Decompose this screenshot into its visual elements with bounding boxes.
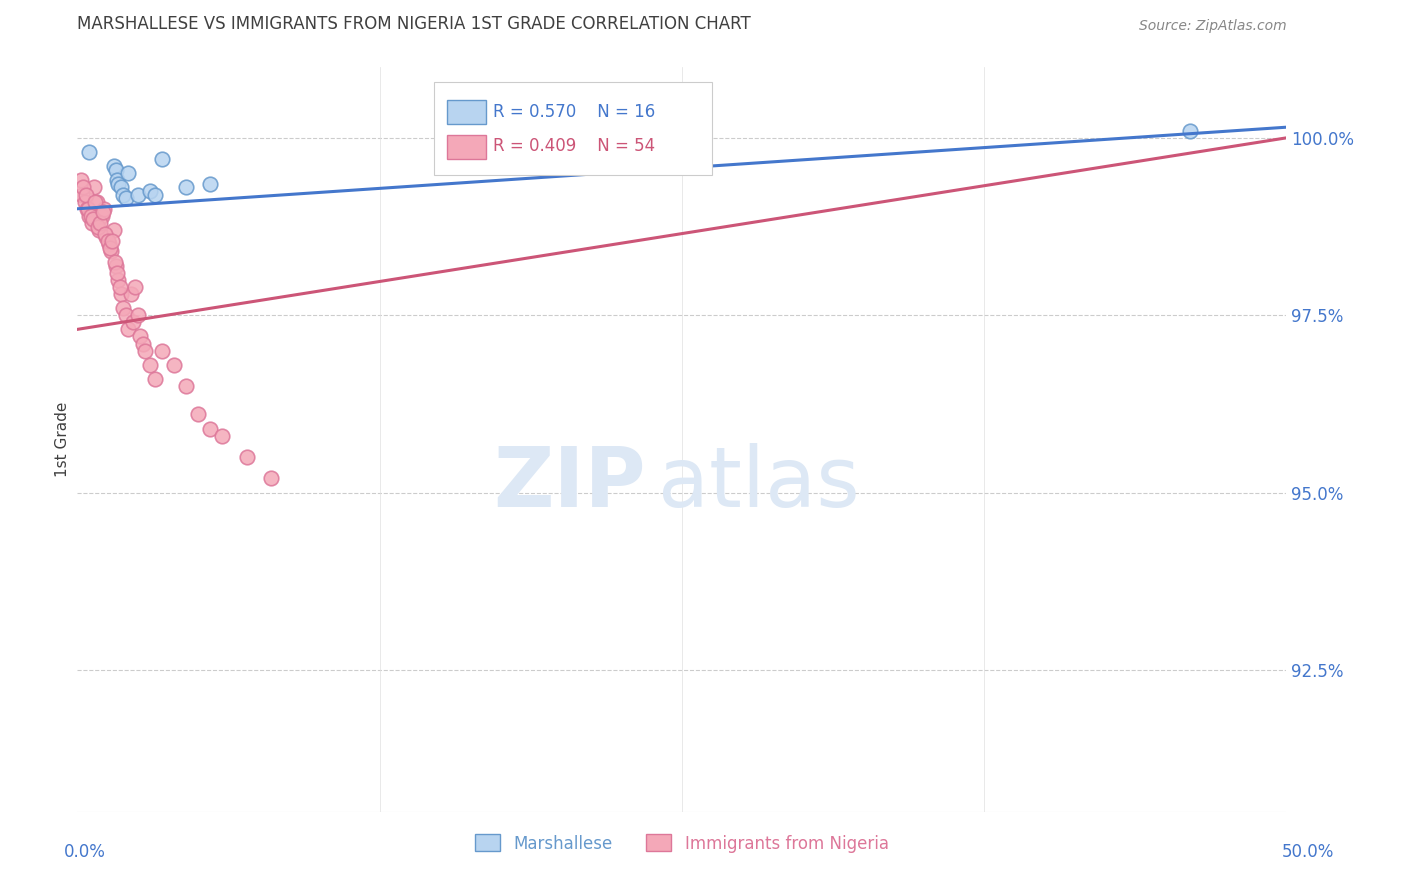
Text: ZIP: ZIP — [494, 443, 645, 524]
Point — [110, 286, 132, 301]
Point — [90, 209, 112, 223]
Point — [117, 166, 139, 180]
Point — [101, 234, 124, 248]
Point — [174, 180, 197, 194]
Point — [163, 358, 186, 372]
Point — [103, 159, 125, 173]
Point — [108, 280, 131, 294]
Point — [235, 450, 257, 464]
Point — [107, 177, 129, 191]
Point — [105, 259, 128, 273]
Point — [150, 343, 173, 358]
Point — [87, 219, 110, 234]
Point — [200, 422, 222, 436]
Point — [150, 152, 173, 166]
Point — [79, 145, 101, 159]
Point — [84, 194, 107, 209]
Point — [89, 216, 111, 230]
Point — [112, 187, 135, 202]
Point — [72, 180, 94, 194]
Text: 50.0%: 50.0% — [1281, 843, 1334, 861]
Point — [127, 308, 149, 322]
Point — [70, 173, 93, 187]
Point — [124, 280, 146, 294]
Point — [114, 308, 136, 322]
Point — [127, 187, 149, 202]
Point — [143, 187, 166, 202]
Point — [260, 471, 283, 485]
Point — [114, 191, 136, 205]
Point — [91, 205, 114, 219]
Point — [76, 202, 98, 216]
Point — [79, 209, 101, 223]
Point — [77, 202, 100, 216]
Point — [107, 273, 129, 287]
Point — [83, 180, 105, 194]
FancyBboxPatch shape — [447, 135, 486, 159]
Point — [139, 358, 162, 372]
Point — [87, 223, 110, 237]
Point — [143, 372, 166, 386]
Point — [94, 227, 117, 241]
Point — [104, 255, 127, 269]
Point — [98, 241, 121, 255]
Point — [174, 379, 197, 393]
Point — [211, 429, 233, 443]
Point — [93, 202, 115, 216]
Point — [96, 234, 118, 248]
Text: atlas: atlas — [658, 443, 859, 524]
Text: MARSHALLESE VS IMMIGRANTS FROM NIGERIA 1ST GRADE CORRELATION CHART: MARSHALLESE VS IMMIGRANTS FROM NIGERIA 1… — [77, 15, 751, 33]
Point — [139, 184, 162, 198]
Point — [100, 244, 122, 259]
Legend: Marshallese, Immigrants from Nigeria: Marshallese, Immigrants from Nigeria — [468, 828, 896, 859]
Text: 0.0%: 0.0% — [63, 843, 105, 861]
FancyBboxPatch shape — [434, 82, 713, 175]
Point — [86, 194, 108, 209]
Point — [105, 266, 128, 280]
Point — [97, 237, 120, 252]
Point — [70, 187, 93, 202]
Point — [80, 216, 103, 230]
Point — [200, 177, 222, 191]
Text: Source: ZipAtlas.com: Source: ZipAtlas.com — [1139, 20, 1286, 33]
Point — [82, 212, 104, 227]
Text: R = 0.409    N = 54: R = 0.409 N = 54 — [494, 136, 655, 155]
Point — [1178, 124, 1201, 138]
FancyBboxPatch shape — [447, 101, 486, 124]
Y-axis label: 1st Grade: 1st Grade — [55, 401, 70, 477]
Point — [187, 408, 209, 422]
Point — [134, 343, 156, 358]
Point — [73, 194, 96, 209]
Point — [131, 336, 153, 351]
Point — [110, 180, 132, 194]
Point — [96, 230, 118, 244]
Point — [129, 329, 152, 343]
Point — [122, 315, 145, 329]
Point — [105, 162, 128, 177]
Point — [79, 209, 101, 223]
Point — [117, 322, 139, 336]
Point — [120, 286, 142, 301]
Point — [103, 223, 125, 237]
Point — [112, 301, 135, 315]
Point — [75, 187, 97, 202]
Point — [105, 173, 128, 187]
Text: R = 0.570    N = 16: R = 0.570 N = 16 — [494, 103, 655, 120]
